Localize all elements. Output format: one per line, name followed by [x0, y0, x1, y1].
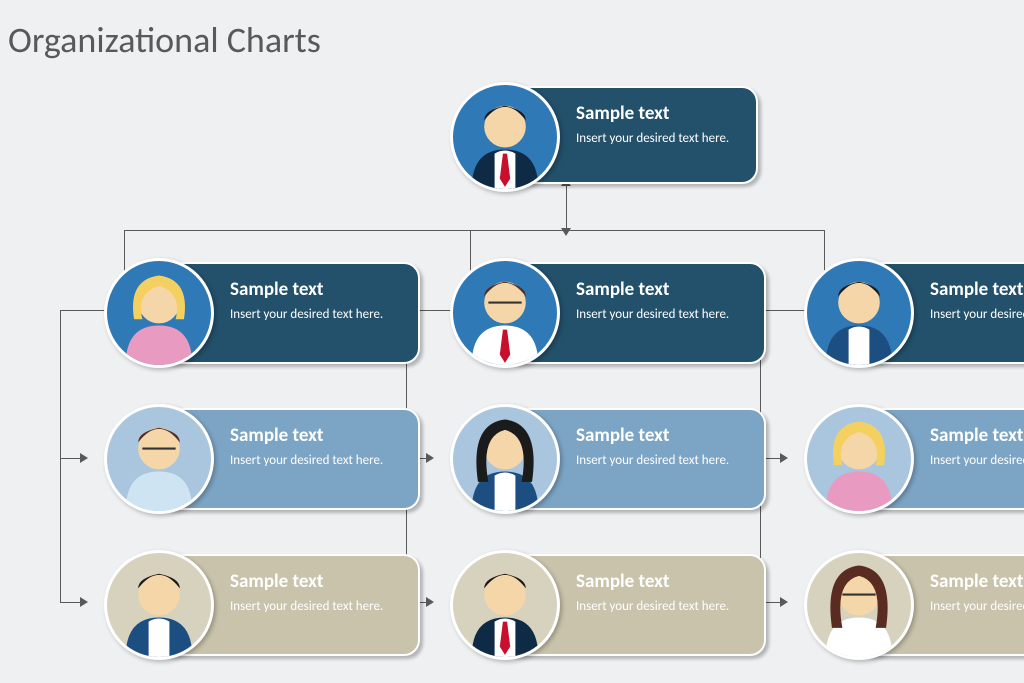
avatar-r1c2: [804, 404, 914, 514]
card-title: Sample text: [576, 278, 750, 301]
card-title: Sample text: [230, 278, 404, 301]
card-title: Sample text: [576, 102, 742, 125]
avatar-r1c1: [450, 404, 560, 514]
avatar-r0c2: [804, 258, 914, 368]
avatar-root: [450, 82, 560, 192]
card-subtitle: Insert your desired text here.: [930, 453, 1024, 469]
card-subtitle: Insert your desired text here.: [576, 599, 750, 615]
org-chart-canvas: { "page": { "background_color": "#eff0f2…: [0, 0, 1024, 683]
avatar-r2c0: [104, 550, 214, 660]
avatar-r1c0: [104, 404, 214, 514]
card-subtitle: Insert your desired text here.: [930, 599, 1024, 615]
card-title: Sample text: [576, 570, 750, 593]
avatar-r0c1: [450, 258, 560, 368]
avatar-r2c2: [804, 550, 914, 660]
card-subtitle: Insert your desired text here.: [576, 131, 742, 147]
card-title: Sample text: [930, 570, 1024, 593]
card-subtitle: Insert your desired text here.: [576, 453, 750, 469]
avatar-r0c0: [104, 258, 214, 368]
card-subtitle: Insert your desired text here.: [576, 307, 750, 323]
page-title: Organizational Charts: [8, 18, 321, 62]
card-subtitle: Insert your desired text here.: [930, 307, 1024, 323]
card-subtitle: Insert your desired text here.: [230, 599, 404, 615]
card-title: Sample text: [930, 424, 1024, 447]
card-subtitle: Insert your desired text here.: [230, 307, 404, 323]
avatar-r2c1: [450, 550, 560, 660]
card-title: Sample text: [230, 570, 404, 593]
card-subtitle: Insert your desired text here.: [230, 453, 404, 469]
card-title: Sample text: [230, 424, 404, 447]
card-title: Sample text: [930, 278, 1024, 301]
card-title: Sample text: [576, 424, 750, 447]
